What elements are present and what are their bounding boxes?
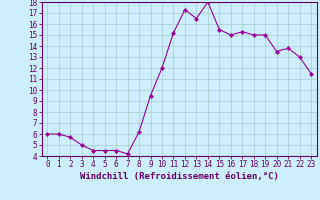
X-axis label: Windchill (Refroidissement éolien,°C): Windchill (Refroidissement éolien,°C) xyxy=(80,172,279,181)
